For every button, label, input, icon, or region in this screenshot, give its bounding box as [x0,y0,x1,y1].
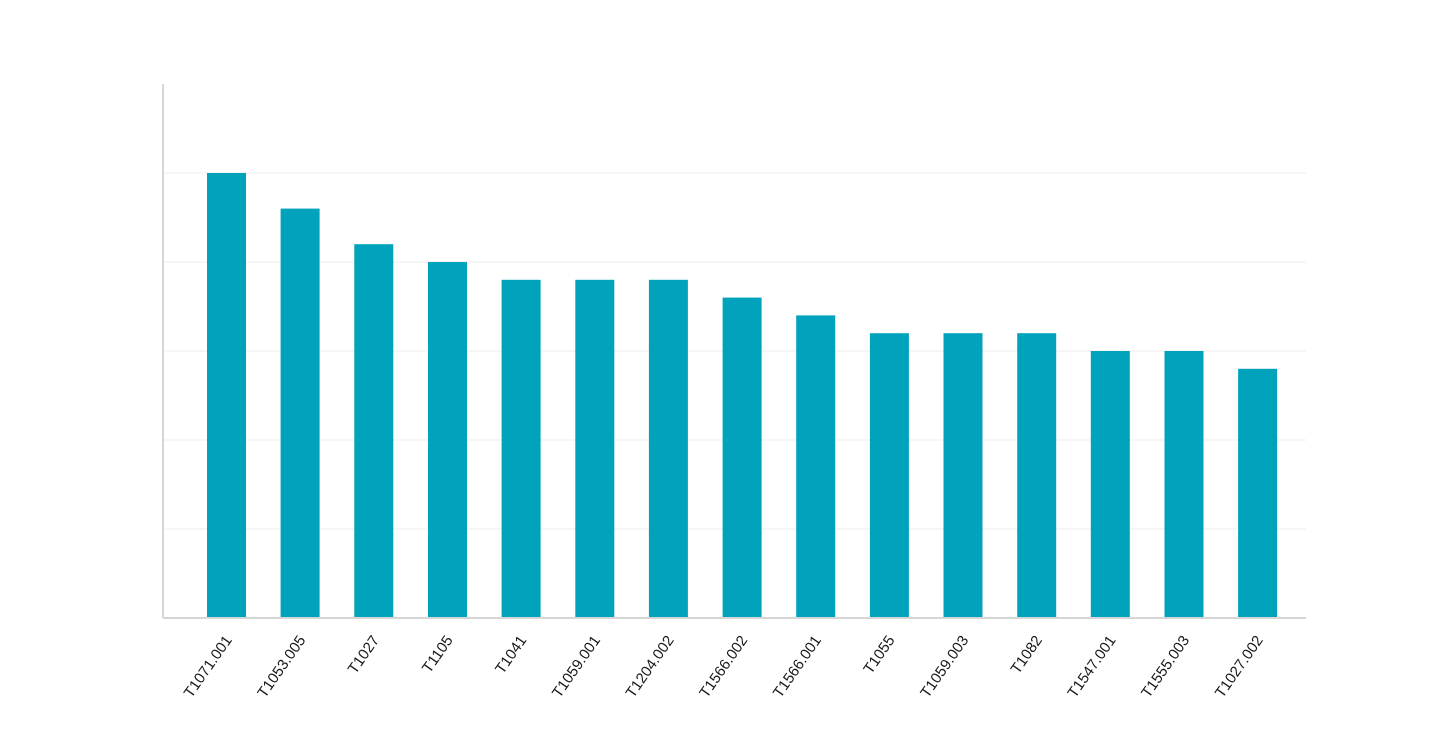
bar-t1027[interactable] [354,244,394,618]
x-tick-label: T1055 [860,633,898,678]
bar-t1547-001[interactable] [1090,351,1130,618]
x-tick-label: T1082 [1008,633,1046,678]
x-tick-label: T1204.002 [623,633,678,702]
x-tick-label: T1566.002 [696,633,751,702]
bar-t1555-003[interactable] [1164,351,1204,618]
bar-t1071-001[interactable] [207,173,246,618]
axes [162,84,1306,619]
x-tick-label: T1053.005 [254,633,309,702]
x-tick-labels: T1071.001 T1053.005 T1027 T1105 T1041 T1059.0… [181,633,1267,702]
x-tick-label: T1041 [492,633,530,678]
x-tick-label: T1059.001 [549,633,604,702]
x-tick-label: T1059.003 [917,633,972,702]
bar-t1566-002[interactable] [722,297,762,618]
bar-t1041[interactable] [501,279,541,618]
x-tick-label: T1547.001 [1065,633,1120,702]
bar-t1027-002[interactable] [1238,368,1278,618]
bars [207,173,1278,618]
x-tick-label: T1555.003 [1138,633,1193,702]
x-tick-label: T1027.002 [1212,633,1267,702]
bar-t1059-003[interactable] [943,333,983,618]
x-tick-label: T1105 [419,633,457,677]
x-tick-label: T1566.001 [770,633,825,702]
bar-t1055[interactable] [869,333,909,618]
bar-t1059-001[interactable] [575,279,615,618]
bar-t1105[interactable] [428,262,467,618]
bar-t1204-002[interactable] [648,279,688,618]
bar-t1082[interactable] [1017,333,1057,618]
x-tick-label: T1071.001 [181,633,236,702]
bar-t1566-001[interactable] [796,315,836,618]
bar-t1053-005[interactable] [280,208,320,618]
x-tick-label: T1027 [345,633,383,678]
